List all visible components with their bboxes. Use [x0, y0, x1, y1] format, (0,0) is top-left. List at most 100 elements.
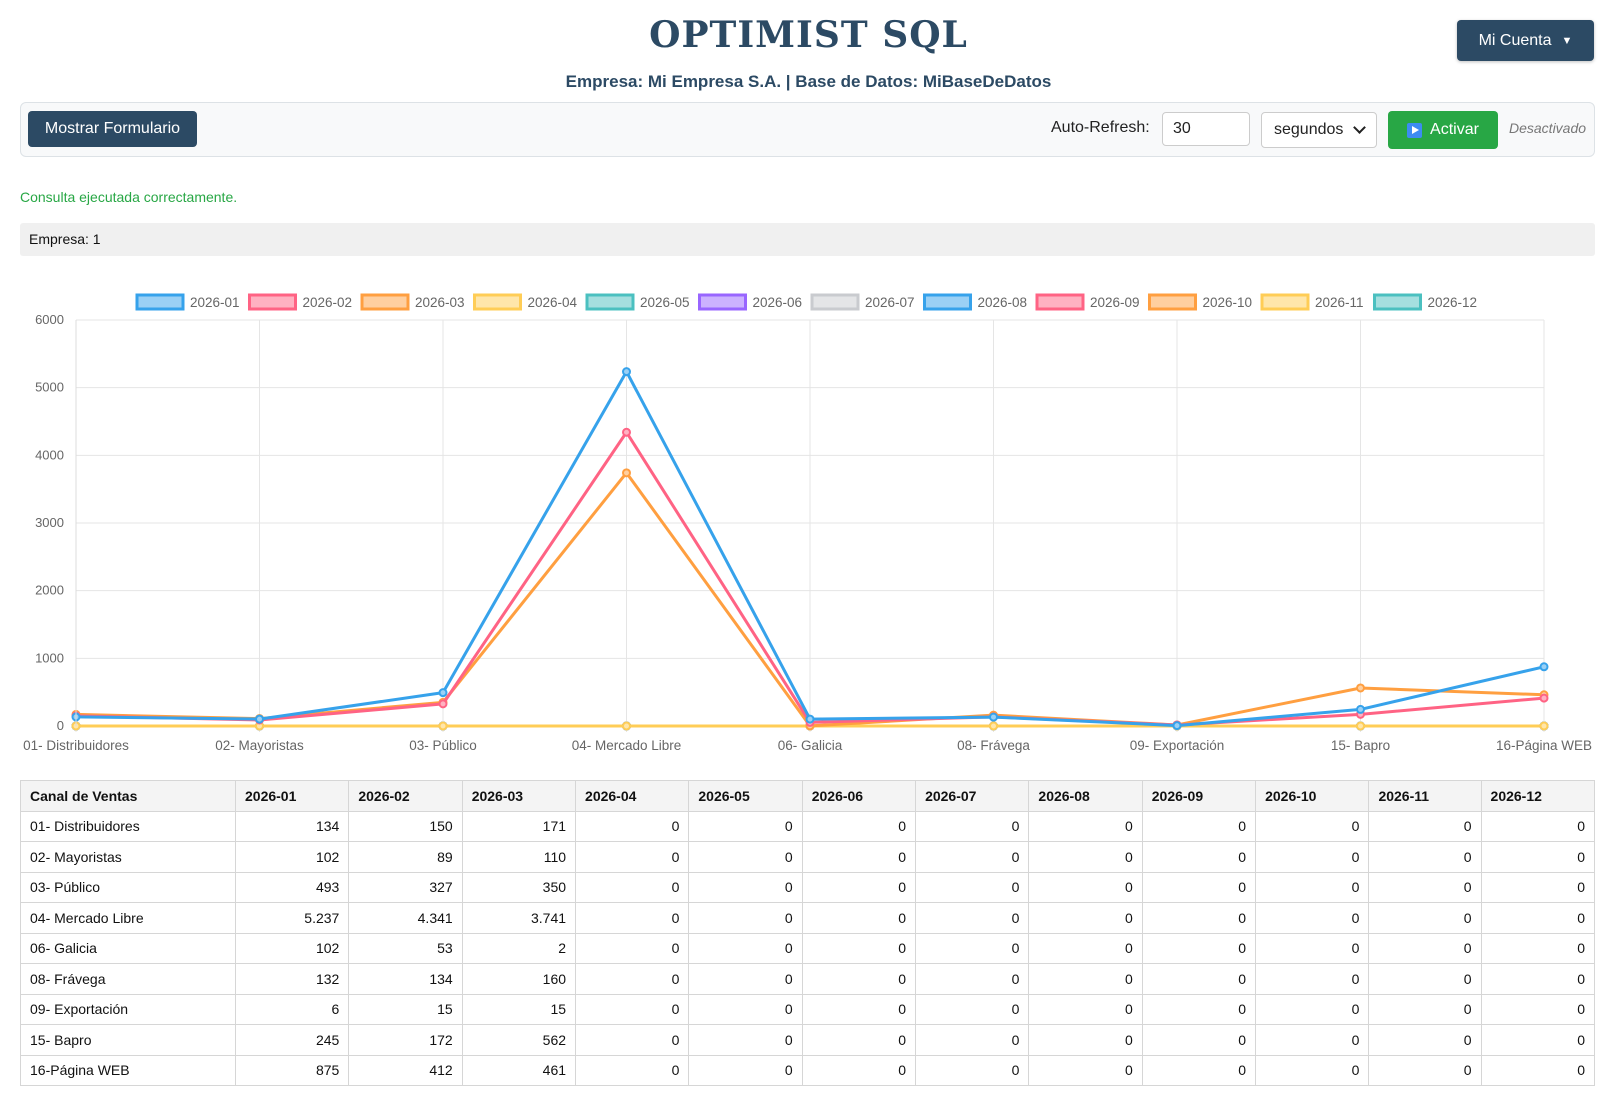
value-cell: 461 [461, 1054, 577, 1086]
value-cell: 0 [1255, 963, 1370, 995]
legend-label: 2026-02 [303, 295, 353, 310]
value-cell: 0 [688, 841, 803, 873]
legend-item[interactable]: 2026-05 [585, 293, 690, 311]
legend-swatch [698, 293, 747, 311]
value-cell: 0 [575, 810, 690, 842]
legend-swatch [248, 293, 297, 311]
value-cell: 0 [688, 932, 803, 964]
value-cell: 0 [688, 810, 803, 842]
activate-button-label: Activar [1430, 121, 1479, 138]
value-cell: 0 [915, 963, 1030, 995]
auto-refresh-status: Desactivado [1509, 120, 1587, 136]
y-tick-label: 2000 [35, 583, 64, 598]
value-cell: 0 [1368, 902, 1482, 934]
data-point [989, 712, 998, 722]
legend-item[interactable]: 2026-07 [810, 293, 915, 311]
value-cell: 134 [234, 810, 350, 842]
x-category-label: 01- Distribuidores [23, 738, 129, 753]
legend-item[interactable]: 2026-12 [1373, 293, 1478, 311]
legend-item[interactable]: 2026-02 [248, 293, 353, 311]
legend-item[interactable]: 2026-03 [360, 293, 465, 311]
value-cell: 2 [461, 932, 577, 964]
value-cell: 0 [575, 1054, 690, 1086]
value-cell: 0 [801, 871, 917, 903]
account-menu-button[interactable]: Mi Cuenta ▼ [1457, 20, 1594, 61]
activate-button[interactable]: Activar [1388, 111, 1498, 149]
y-tick-label: 6000 [35, 312, 64, 327]
value-cell: 132 [234, 963, 350, 995]
column-header-month: 2026-09 [1141, 780, 1257, 812]
legend-swatch [135, 293, 185, 311]
column-header-month: 2026-01 [234, 780, 350, 812]
value-cell: 0 [1480, 902, 1596, 934]
value-cell: 0 [1141, 871, 1257, 903]
value-cell: 0 [801, 932, 917, 964]
value-cell: 0 [688, 1054, 803, 1086]
value-cell: 0 [688, 1024, 803, 1056]
legend-item[interactable]: 2026-10 [1148, 293, 1253, 311]
value-cell: 327 [348, 871, 463, 903]
data-point [1356, 721, 1365, 731]
channel-cell: 16-Página WEB [20, 1054, 236, 1086]
data-point [438, 699, 448, 709]
legend-item[interactable]: 2026-04 [473, 293, 578, 311]
value-cell: 6 [234, 993, 350, 1025]
channel-cell: 08- Frávega [20, 963, 236, 995]
value-cell: 0 [1141, 1054, 1257, 1086]
refresh-unit-select[interactable]: segundos [1261, 112, 1377, 148]
legend-item[interactable]: 2026-08 [923, 293, 1028, 311]
data-point [622, 427, 631, 437]
company-info-bar: Empresa: 1 [20, 223, 1595, 256]
value-cell: 0 [1368, 810, 1482, 842]
channel-cell: 06- Galicia [20, 932, 236, 964]
refresh-interval-input[interactable] [1162, 112, 1250, 146]
value-cell: 0 [575, 932, 690, 964]
value-cell: 0 [1141, 1024, 1257, 1056]
value-cell: 134 [348, 963, 463, 995]
legend-item[interactable]: 2026-11 [1260, 293, 1364, 311]
value-cell: 89 [348, 841, 463, 873]
show-form-button[interactable]: Mostrar Formulario [28, 111, 197, 147]
value-cell: 0 [801, 841, 917, 873]
legend-item[interactable]: 2026-06 [698, 293, 803, 311]
value-cell: 0 [1255, 871, 1370, 903]
value-cell: 0 [1368, 1054, 1482, 1086]
value-cell: 0 [688, 993, 803, 1025]
value-cell: 0 [1028, 810, 1143, 842]
value-cell: 0 [1480, 871, 1596, 903]
value-cell: 0 [1480, 841, 1596, 873]
value-cell: 0 [1255, 993, 1370, 1025]
value-cell: 0 [915, 932, 1030, 964]
value-cell: 0 [915, 871, 1030, 903]
value-cell: 171 [461, 810, 577, 842]
legend-item[interactable]: 2026-01 [135, 293, 240, 311]
value-cell: 0 [1368, 963, 1482, 995]
value-cell: 562 [461, 1024, 577, 1056]
table-row: 09- Exportación 6 15 15 0 0 0 0 0 0 0 0 0 [20, 993, 1596, 1025]
refresh-unit-value: segundos [1274, 121, 1344, 138]
column-header-channel: Canal de Ventas [20, 780, 236, 812]
column-header-month: 2026-06 [801, 780, 917, 812]
legend-label: 2026-09 [1090, 295, 1140, 310]
value-cell: 15 [348, 993, 463, 1025]
column-header-month: 2026-02 [348, 780, 463, 812]
table-row: 16-Página WEB 875 412 461 0 0 0 0 0 0 0 0 0 [20, 1054, 1596, 1086]
value-cell: 0 [801, 993, 917, 1025]
legend-swatch [360, 293, 410, 311]
value-cell: 0 [1028, 871, 1143, 903]
column-header-month: 2026-04 [575, 780, 690, 812]
value-cell: 0 [1368, 993, 1482, 1025]
table-row: 04- Mercado Libre 5.237 4.341 3.741 0 0 0 0 0 0 0 0… [20, 902, 1596, 934]
column-header-month: 2026-11 [1368, 780, 1482, 812]
legend-label: 2026-05 [640, 295, 690, 310]
legend-item[interactable]: 2026-09 [1035, 293, 1140, 311]
value-cell: 0 [1141, 810, 1257, 842]
x-category-label: 04- Mercado Libre [572, 738, 682, 753]
value-cell: 172 [348, 1024, 463, 1056]
legend-label: 2026-10 [1203, 295, 1253, 310]
y-tick-label: 4000 [35, 447, 64, 462]
legend-swatch [1260, 293, 1310, 311]
value-cell: 3.741 [461, 902, 577, 934]
value-cell: 0 [801, 963, 917, 995]
